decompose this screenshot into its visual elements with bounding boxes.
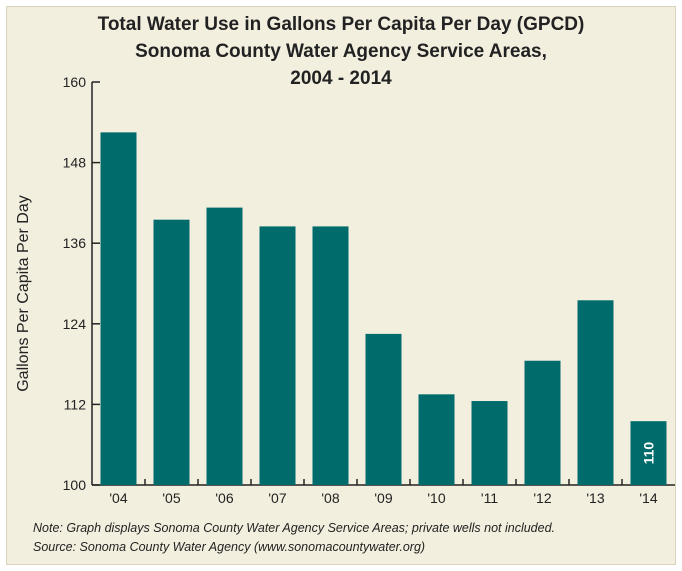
x-tick-label: '10 (427, 490, 445, 506)
bar (365, 333, 402, 485)
bar (259, 226, 296, 486)
x-tick-label: '05 (162, 490, 180, 506)
chart-title-line-1: Total Water Use in Gallons Per Capita Pe… (97, 14, 585, 35)
source-text: Source: Sonoma County Water Agency (www.… (33, 540, 426, 554)
chart-title-line-2: Sonoma County Water Agency Service Areas… (135, 41, 547, 62)
x-tick-label: '07 (268, 490, 286, 506)
x-tick-label: '11 (481, 490, 498, 506)
x-tick-label: '09 (374, 490, 392, 506)
y-axis-label: Gallons Per Capita Per Day (15, 195, 32, 392)
x-tick-label: '08 (321, 490, 339, 506)
y-tick-label: 148 (63, 155, 87, 171)
x-tick-label: '04 (109, 490, 127, 506)
chart-title-line-3: 2004 - 2014 (290, 68, 392, 89)
x-tick-label: '12 (533, 490, 551, 506)
bar (100, 132, 137, 485)
data-label: 110 (641, 442, 657, 465)
x-tick-label: '06 (215, 490, 233, 506)
bar (206, 207, 243, 485)
y-tick-label: 112 (64, 396, 87, 412)
x-tick-label: '13 (586, 490, 604, 506)
note-text: Note: Graph displays Sonoma County Water… (33, 521, 556, 535)
bar (577, 300, 614, 485)
bar (524, 360, 561, 485)
y-tick-label: 136 (63, 235, 87, 251)
bar (471, 401, 508, 485)
x-tick-label: '14 (639, 490, 657, 506)
y-tick-label: 124 (63, 316, 87, 332)
bar (630, 421, 667, 485)
bar (418, 394, 455, 485)
y-tick-label: 160 (63, 74, 87, 90)
y-tick-label: 100 (63, 477, 87, 493)
bar (312, 226, 349, 486)
bar (153, 219, 190, 486)
